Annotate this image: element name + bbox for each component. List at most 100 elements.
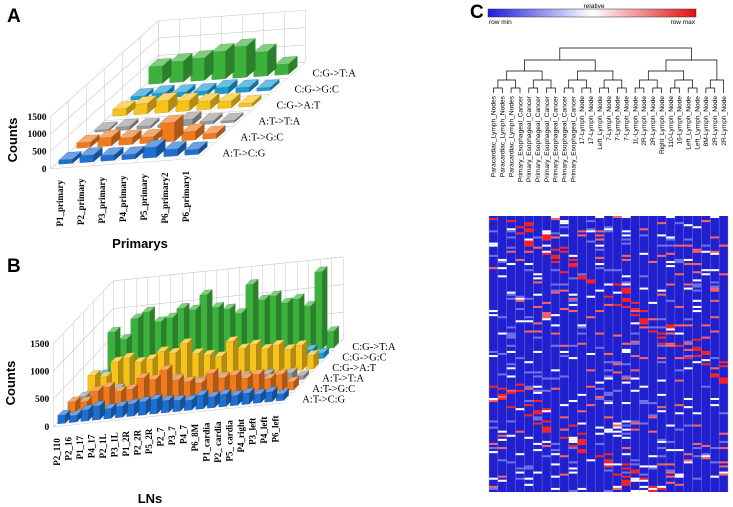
bar-b-3-15 bbox=[259, 343, 274, 375]
heatmap-column-label: Primary_Esophageal_Cancer bbox=[535, 95, 542, 182]
a-category-label: P4_primary bbox=[118, 175, 128, 222]
heatmap-cell bbox=[604, 393, 613, 396]
bar-a-1-2 bbox=[118, 129, 142, 146]
heatmap-cell bbox=[683, 461, 693, 464]
heatmap-cell bbox=[515, 295, 525, 298]
heatmap-cell bbox=[577, 324, 587, 327]
heatmap-cell bbox=[621, 432, 631, 435]
panel-a-bars bbox=[58, 38, 298, 165]
b-category-label: P3_1L bbox=[110, 432, 120, 457]
bar-a-5-4 bbox=[232, 38, 256, 79]
heatmap-cell bbox=[621, 453, 631, 456]
heatmap-cell bbox=[692, 447, 702, 450]
heatmap-cell bbox=[612, 363, 622, 366]
heatmap-cell bbox=[683, 357, 693, 360]
heatmap-cell bbox=[497, 430, 507, 433]
heatmap-cell bbox=[648, 414, 658, 417]
heatmap-cell bbox=[657, 440, 667, 443]
heatmap-cell bbox=[506, 230, 516, 233]
heatmap-cell bbox=[719, 379, 728, 382]
heatmap-cell bbox=[568, 310, 578, 313]
heatmap-cell bbox=[497, 475, 507, 478]
heatmap-cell bbox=[612, 334, 622, 337]
heatmap-cell bbox=[497, 373, 507, 376]
heatmap-cell bbox=[621, 436, 631, 439]
panel-a-y-ticks: 0 500 1000 1500 bbox=[28, 113, 47, 175]
heatmap-cell bbox=[568, 461, 578, 464]
heatmap-cell bbox=[621, 299, 631, 302]
heatmap-cell bbox=[489, 230, 498, 233]
heatmap-cell bbox=[506, 363, 516, 366]
panel-a-chart: 0 500 1000 1500 P1_primary P2_primary P3_prim… bbox=[5, 9, 356, 251]
heatmap-cell bbox=[621, 375, 631, 378]
bar-a-3-0 bbox=[112, 100, 136, 117]
heatmap-cell bbox=[674, 344, 684, 347]
heatmap-cell bbox=[639, 400, 649, 403]
heatmap-cell bbox=[497, 447, 507, 450]
heatmap-cell bbox=[719, 432, 728, 435]
heatmap-cell bbox=[657, 361, 667, 364]
heatmap-cell bbox=[692, 442, 702, 445]
heatmap-cell bbox=[515, 308, 525, 311]
heatmap-cell bbox=[657, 326, 667, 329]
heatmap-cell bbox=[674, 305, 684, 308]
a-ytick-0: 0 bbox=[42, 165, 47, 175]
heatmap-cell bbox=[533, 350, 543, 353]
heatmap-cell bbox=[542, 252, 551, 255]
panel-c-chart: relative row min row max Paracardiac_Lym… bbox=[487, 3, 729, 492]
heatmap-cell bbox=[533, 246, 543, 249]
heatmap-cell bbox=[604, 283, 613, 286]
heatmap-cell bbox=[586, 369, 596, 372]
heatmap-column-label: Left_Lymph_Node bbox=[694, 96, 701, 150]
heatmap-cell bbox=[604, 465, 613, 468]
heatmap-cell bbox=[506, 336, 516, 339]
heatmap-cell bbox=[595, 238, 605, 241]
heatmap-cell bbox=[497, 434, 507, 437]
heatmap-cell bbox=[542, 230, 551, 233]
heatmap-cell bbox=[550, 369, 560, 372]
heatmap-cell bbox=[577, 273, 587, 276]
heatmap-cell bbox=[542, 440, 551, 443]
heatmap-cell bbox=[657, 318, 667, 321]
heatmap-cell bbox=[489, 451, 498, 454]
heatmap-cell bbox=[604, 361, 613, 364]
legend-min-label: row min bbox=[489, 19, 512, 26]
a-ytick-1500: 1500 bbox=[28, 113, 47, 123]
heatmap-cell bbox=[604, 489, 613, 492]
heatmap-column-label: 16-Lymph_Node bbox=[677, 96, 684, 145]
heatmap-cell bbox=[630, 428, 640, 431]
legend-gradient-bar bbox=[487, 8, 697, 18]
heatmap-cell bbox=[559, 226, 569, 229]
heatmap-cell bbox=[577, 234, 587, 237]
panel-letter-b: B bbox=[7, 256, 21, 277]
heatmap-cell bbox=[595, 387, 605, 390]
heatmap-cell bbox=[489, 397, 498, 400]
heatmap-cell bbox=[524, 467, 534, 470]
heatmap-cell bbox=[604, 369, 613, 372]
a-ytick-1000: 1000 bbox=[28, 130, 47, 140]
heatmap-cell bbox=[710, 373, 720, 376]
heatmap-cell bbox=[515, 357, 525, 360]
heatmap-cell bbox=[524, 224, 534, 227]
heatmap-cell bbox=[568, 265, 578, 268]
heatmap-cell bbox=[542, 426, 551, 429]
heatmap-cell bbox=[533, 471, 543, 474]
heatmap-cell bbox=[489, 485, 498, 488]
heatmap-cell bbox=[710, 316, 720, 319]
heatmap-cell bbox=[542, 301, 551, 304]
heatmap-cell bbox=[701, 244, 711, 247]
bar-b-5-14 bbox=[268, 290, 282, 355]
heatmap-cell bbox=[506, 389, 516, 392]
heatmap-cell bbox=[568, 471, 578, 474]
b-ytick-1000: 1000 bbox=[30, 368, 49, 378]
heatmap-cell bbox=[683, 244, 693, 247]
heatmap-cell bbox=[621, 377, 631, 380]
heatmap-cell bbox=[506, 461, 516, 464]
bar-a-0-6 bbox=[184, 141, 208, 156]
heatmap-cell bbox=[559, 271, 569, 274]
heatmap-cell bbox=[559, 344, 569, 347]
bar-b-0-10 bbox=[172, 394, 186, 413]
heatmap-cell bbox=[674, 244, 684, 247]
heatmap-cell bbox=[595, 267, 605, 270]
heatmap-cell bbox=[489, 244, 498, 247]
